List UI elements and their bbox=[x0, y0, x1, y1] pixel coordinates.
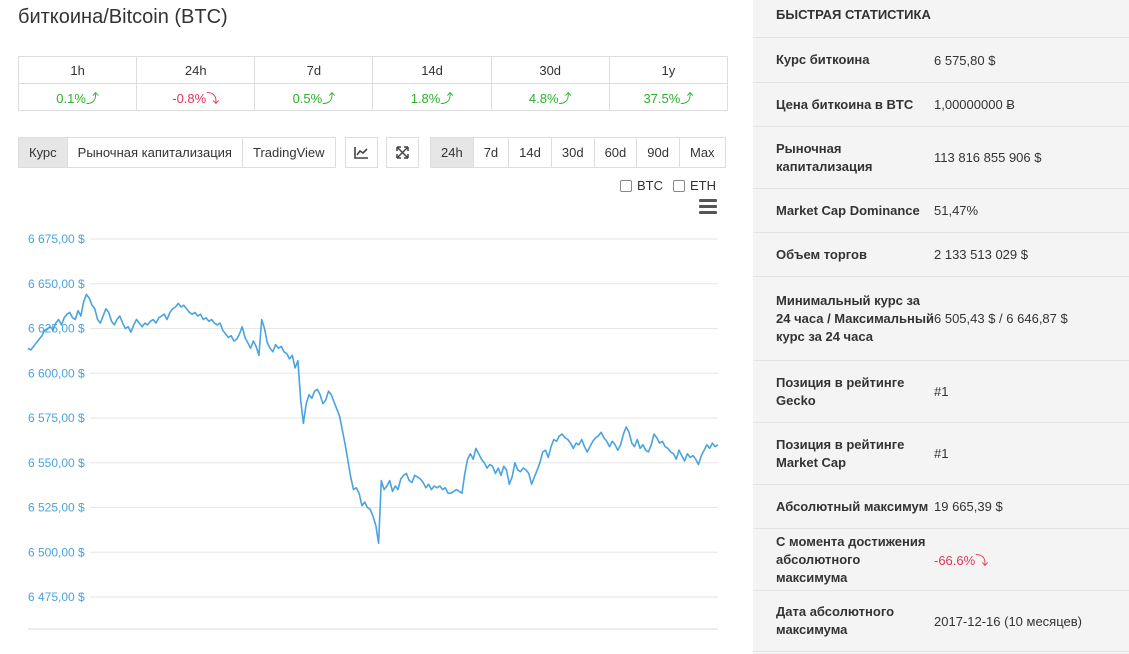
stat-value: 1,00000000 Ƀ bbox=[934, 97, 1015, 112]
stat-row: Рыночная капитализация 113 816 855 906 $ bbox=[753, 127, 1129, 189]
y-tick-label: 6 575,00 $ bbox=[28, 411, 85, 425]
y-tick-label: 6 625,00 $ bbox=[28, 322, 85, 336]
stat-label: Курс биткоина bbox=[776, 52, 870, 67]
compare-options: BTC ETH bbox=[620, 178, 716, 193]
fullscreen-button-group bbox=[386, 137, 419, 168]
trend-up-icon: ⤴ bbox=[558, 90, 572, 106]
stat-value: 19 665,39 $ bbox=[934, 499, 1003, 514]
period-change-value: 1.8%⤴ bbox=[372, 83, 492, 111]
stat-label: Рыночная капитализация bbox=[776, 140, 873, 174]
period-header: 14d bbox=[372, 56, 492, 84]
expand-icon bbox=[396, 146, 409, 159]
stat-label: Позиция в рейтинге Market Cap bbox=[776, 436, 905, 470]
stat-row: Market Cap Dominance 51,47% bbox=[753, 189, 1129, 233]
period-header: 30d bbox=[490, 56, 610, 84]
change-percent: 1.8% bbox=[410, 90, 441, 106]
stat-value: 6 575,80 $ bbox=[934, 52, 996, 68]
range-30d[interactable]: 30d bbox=[550, 137, 595, 168]
stat-row: Курс биткоина 6 575,80 $ bbox=[753, 38, 1129, 83]
stat-row: Объем торгов 2 133 513 029 $ bbox=[753, 233, 1129, 277]
stat-value: 51,47% bbox=[934, 203, 979, 218]
range-7d[interactable]: 7d bbox=[472, 137, 510, 168]
trend-up-icon: ⤴ bbox=[322, 90, 336, 106]
y-tick-label: 6 475,00 $ bbox=[28, 590, 85, 604]
compare-eth-checkbox[interactable]: ETH bbox=[673, 178, 716, 193]
trend-up-icon: ⤴ bbox=[680, 90, 694, 106]
stat-row: Минимальный курс за 24 часа / Максимальн… bbox=[753, 277, 1129, 361]
y-tick-label: 6 650,00 $ bbox=[28, 277, 85, 291]
stat-label: Дата абсолютного максимума bbox=[776, 604, 895, 637]
change-percent: 4.8% bbox=[528, 90, 559, 106]
line-chart-icon bbox=[354, 147, 368, 159]
range-90d[interactable]: 90d bbox=[636, 137, 680, 168]
change-percent: 0.1% bbox=[56, 90, 86, 106]
period-header: 24h bbox=[136, 56, 256, 84]
line-chart-button-group bbox=[345, 137, 378, 168]
range-24h[interactable]: 24h bbox=[430, 137, 474, 168]
range-60d[interactable]: 60d bbox=[593, 137, 638, 168]
page-title: биткоина/Bitcoin (BTC) bbox=[18, 6, 228, 28]
stat-row: Дата абсолютного максимума 2017-12-16 (10… bbox=[753, 591, 1129, 652]
price-series-line bbox=[27, 293, 719, 545]
stat-label: Market Cap Dominance bbox=[776, 202, 920, 218]
fullscreen-button[interactable] bbox=[386, 137, 419, 168]
y-tick-label: 6 500,00 $ bbox=[28, 545, 85, 559]
checkbox-box[interactable] bbox=[673, 179, 685, 192]
stat-row: Абсолютный максимум 19 665,39 $ bbox=[753, 485, 1129, 529]
stat-label: Позиция в рейтинге Gecko bbox=[776, 374, 905, 408]
chart-type-tabs: Курс Рыночная капитализация TradingView bbox=[18, 137, 336, 168]
price-chart: 6 475,00 $ 6 500,00 $ 6 525,00 $ 6 550,00 $… bbox=[27, 232, 719, 630]
line-chart-button[interactable] bbox=[345, 137, 378, 168]
period-change-value: 4.8%⤴ bbox=[490, 83, 610, 111]
change-percent: -0.8% bbox=[172, 90, 207, 106]
tab-price[interactable]: Курс bbox=[18, 137, 68, 168]
stat-row: Позиция в рейтинге Gecko #1 bbox=[753, 361, 1129, 423]
quick-stats-panel: БЫСТРАЯ СТАТИСТИКА Курс биткоина 6 575,80… bbox=[753, 0, 1129, 654]
stat-value: #1 bbox=[934, 446, 949, 461]
change-percent: 37.5% bbox=[643, 90, 681, 106]
quick-stats-title: БЫСТРАЯ СТАТИСТИКА bbox=[753, 0, 1129, 38]
stat-label: Абсолютный максимум bbox=[776, 498, 929, 514]
period-header: 1h bbox=[17, 56, 138, 84]
period-change-value: 0.1%⤴ bbox=[17, 83, 138, 111]
period-change-value: -0.8%⤵ bbox=[136, 83, 256, 111]
chart-menu-icon[interactable] bbox=[699, 199, 717, 217]
stat-row: Позиция в рейтинге Market Cap #1 bbox=[753, 423, 1129, 485]
stat-label: Минимальный курс за 24 часа / Максимальн… bbox=[776, 292, 934, 344]
stat-value: 113 816 855 906 $ bbox=[934, 150, 1042, 165]
stat-value: #1 bbox=[934, 384, 949, 399]
y-tick-label: 6 675,00 $ bbox=[28, 232, 85, 246]
tab-market-cap[interactable]: Рыночная капитализация bbox=[66, 137, 243, 168]
compare-eth-label: ETH bbox=[690, 178, 716, 193]
change-percent: 0.5% bbox=[292, 90, 323, 106]
range-14d[interactable]: 14d bbox=[508, 137, 552, 168]
period-header: 1y bbox=[608, 56, 729, 84]
stat-value: 2017-12-16 (10 месяцев) bbox=[934, 613, 1082, 629]
stat-value: -66.6%⤵ bbox=[934, 553, 989, 568]
checkbox-box[interactable] bbox=[620, 179, 632, 192]
compare-btc-checkbox[interactable]: BTC bbox=[620, 178, 663, 193]
stat-label: Цена биткоина в BTC bbox=[776, 96, 914, 112]
stat-label: С момента достижения абсолютного максиму… bbox=[776, 533, 926, 585]
price-change-table: 1h 24h 7d 14d 30d 1y 0.1%⤴ -0.8%⤵ 0.5%⤴ 1.8… bbox=[17, 56, 729, 111]
y-tick-label: 6 550,00 $ bbox=[28, 456, 85, 470]
time-range-tabs: 24h 7d 14d 30d 60d 90d Max bbox=[430, 137, 726, 168]
period-header: 7d bbox=[254, 56, 374, 84]
compare-btc-label: BTC bbox=[637, 178, 663, 193]
stat-row: С момента достижения абсолютного максиму… bbox=[753, 529, 1129, 591]
trend-up-icon: ⤴ bbox=[85, 90, 99, 106]
period-change-value: 37.5%⤴ bbox=[608, 83, 729, 111]
stat-label: Объем торгов bbox=[776, 246, 867, 262]
trend-up-icon: ⤴ bbox=[440, 90, 454, 106]
y-tick-label: 6 600,00 $ bbox=[28, 366, 85, 380]
stat-value: 2 133 513 029 $ bbox=[934, 247, 1028, 262]
y-tick-label: 6 525,00 $ bbox=[28, 501, 85, 515]
tab-tradingview[interactable]: TradingView bbox=[241, 137, 336, 168]
trend-down-icon: ⤵ bbox=[206, 90, 220, 106]
stat-row: Цена биткоина в BTC 1,00000000 Ƀ bbox=[753, 83, 1129, 127]
range-max[interactable]: Max bbox=[678, 137, 726, 168]
stat-value: 6 505,43 $ / 6 646,87 $ bbox=[934, 311, 1068, 326]
period-change-value: 0.5%⤴ bbox=[254, 83, 374, 111]
